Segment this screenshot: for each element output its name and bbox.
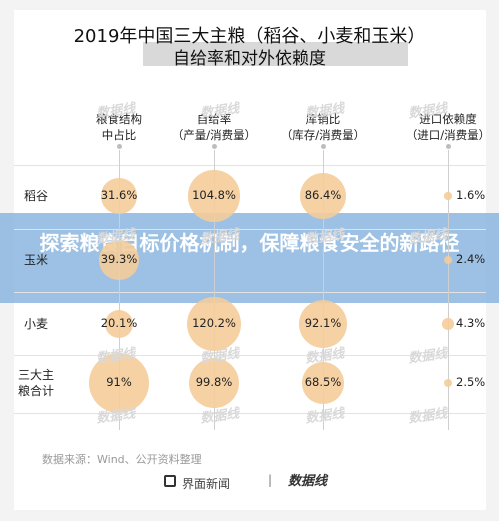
column-tick-dot	[212, 144, 217, 149]
bubble-mark	[188, 170, 240, 222]
column-stem	[214, 150, 215, 430]
bubble-mark	[443, 255, 453, 265]
column-header-sub: （产量/消费量）	[171, 128, 257, 142]
row-label: 稻谷	[23, 189, 48, 203]
chart-title: 2019年中国三大主粮（稻谷、小麦和玉米）	[73, 26, 426, 47]
data-label: 91%	[106, 375, 132, 389]
footer-brand-shujuxian: 数据线	[288, 474, 328, 489]
row-label: 三大主	[17, 368, 54, 382]
jiemian-logo-icon	[164, 475, 176, 487]
column-header-sub: 中占比	[101, 128, 137, 142]
column-header: 自给率	[196, 112, 232, 126]
column-tick-dot	[321, 144, 326, 149]
data-label: 2.5%	[456, 375, 486, 389]
row-divider	[14, 355, 486, 356]
headline-banner	[0, 213, 499, 303]
data-label: 31.6%	[100, 188, 138, 202]
footer-separator: |	[268, 473, 273, 487]
bubble-mark	[443, 378, 453, 388]
bubble-mark	[442, 318, 454, 330]
data-label: 20.1%	[100, 316, 138, 330]
bubble-mark	[101, 178, 137, 214]
column-tick-dot	[117, 144, 122, 149]
bubble-mark	[99, 240, 139, 280]
bubble-mark	[104, 309, 134, 339]
bubble-mark	[189, 358, 239, 408]
data-label: 99.8%	[195, 375, 233, 389]
bubble-mark	[302, 362, 344, 404]
bubble-mark	[186, 296, 242, 352]
column-header: 进口依赖度	[419, 112, 477, 126]
column-header: 库销比	[305, 112, 341, 126]
row-divider	[14, 229, 486, 230]
bubble-mark	[299, 172, 347, 220]
data-label: 4.3%	[456, 316, 486, 330]
bubble-mark	[299, 300, 347, 348]
row-label: 玉米	[23, 253, 48, 267]
data-label: 86.4%	[304, 188, 342, 202]
chart-subtitle: 自给率和对外依赖度	[173, 49, 326, 69]
data-label: 120.2%	[192, 316, 236, 330]
column-stem	[323, 150, 324, 430]
column-tick-dot	[446, 144, 451, 149]
bubble-mark	[444, 192, 452, 200]
data-label: 2.4%	[456, 252, 486, 266]
column-stem	[119, 150, 120, 430]
data-label: 1.6%	[456, 188, 486, 202]
footer-brand-jiemian: 界面新闻	[182, 477, 231, 491]
subtitle-highlight	[143, 42, 408, 66]
column-header-sub: （库存/消费量）	[280, 128, 366, 142]
column-header-sub: （进口/消费量）	[405, 128, 491, 142]
column-header: 粮食结构	[96, 112, 142, 126]
row-divider	[14, 165, 486, 166]
data-source: 数据来源：Wind、公开资料整理	[42, 453, 202, 466]
row-label: 小麦	[23, 317, 48, 331]
column-stem	[448, 150, 449, 430]
row-divider	[14, 413, 486, 414]
row-label-line2: 粮合计	[17, 384, 54, 398]
bubble-mark	[88, 352, 150, 414]
data-label: 92.1%	[304, 316, 342, 330]
data-label: 39.3%	[100, 252, 138, 266]
data-label: 68.5%	[304, 375, 342, 389]
data-label: 104.8%	[192, 188, 236, 202]
row-divider	[14, 292, 486, 293]
